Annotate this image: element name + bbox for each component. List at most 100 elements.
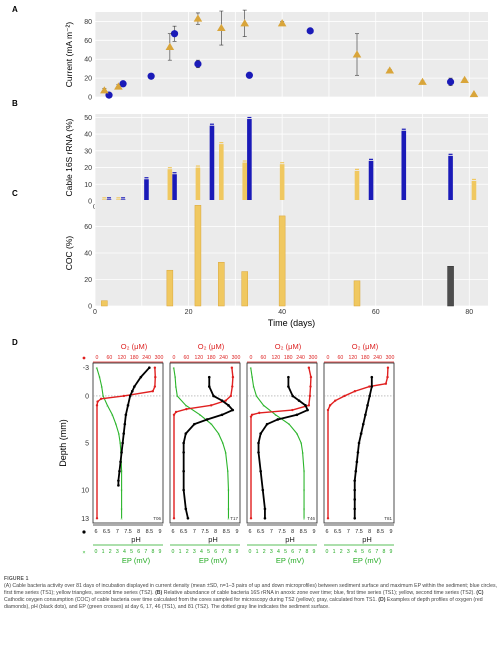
- ph-tick-label: 7.5: [201, 529, 209, 535]
- ph-marker: [287, 385, 290, 388]
- bar: [401, 130, 407, 201]
- ep-marker: ×: [227, 488, 230, 493]
- o2-tick-label: 180: [361, 355, 370, 361]
- y-tick-label: 13: [81, 516, 89, 523]
- caption-part-c-tag: (C): [476, 590, 484, 596]
- ph-marker: [357, 441, 361, 445]
- ph-tick-label: 8.5: [223, 529, 231, 535]
- ph-marker: [353, 488, 357, 492]
- data-point-circle: [147, 72, 155, 80]
- bar: [195, 167, 201, 201]
- ep-marker: ×: [303, 506, 306, 511]
- bar: [448, 155, 453, 201]
- ep-tick-label: 4: [123, 549, 126, 555]
- ep-tick-label: 8: [305, 549, 308, 555]
- data-point-triangle: [193, 14, 203, 22]
- ep-tick-label: 2: [186, 549, 189, 555]
- ep-marker: ×: [119, 441, 122, 446]
- ph-marker: [353, 507, 357, 511]
- ep-tick-label: 9: [313, 549, 316, 555]
- ep-marker: ×: [300, 441, 303, 446]
- ph-marker: [121, 441, 124, 445]
- o2-tick-label: 0: [96, 355, 99, 361]
- ph-axis-title: pH: [362, 535, 372, 544]
- o2-profile-line: [173, 367, 234, 519]
- ph-tick-label: 8: [214, 529, 217, 535]
- ep-tick-label: 1: [179, 549, 182, 555]
- o2-marker: [309, 375, 313, 379]
- ph-tick-label: 8: [137, 529, 140, 535]
- ph-marker: [287, 375, 290, 379]
- ep-marker: ×: [101, 384, 104, 389]
- ph-marker: [263, 516, 267, 520]
- o2-marker: [172, 517, 176, 520]
- ph-marker: [117, 484, 120, 487]
- bar: [194, 205, 202, 307]
- ph-axis-title: pH: [208, 535, 218, 544]
- ph-tick-label: 6: [326, 529, 329, 535]
- o2-marker: [386, 366, 390, 369]
- ph-marker: [182, 469, 185, 473]
- bar: [447, 266, 454, 307]
- ep-marker: ×: [120, 506, 123, 511]
- o2-tick-label: 120: [348, 355, 357, 361]
- ep-tick-label: 5: [284, 549, 287, 555]
- ph-marker: [117, 479, 120, 482]
- ph-axis-title: pH: [285, 535, 295, 544]
- ph-marker: [128, 394, 132, 398]
- ep-tick-label: 3: [116, 549, 119, 555]
- o2-marker: [224, 399, 227, 402]
- subplot-tag: T46: [307, 516, 315, 521]
- ph-tick-label: 7.5: [278, 529, 286, 535]
- o2-tick-label: 300: [386, 355, 395, 361]
- ep-tick-label: 6: [368, 549, 371, 555]
- ep-tick-label: 7: [375, 549, 378, 555]
- caption-part-a: (A) Cable bacteria activity over 81 days…: [4, 583, 498, 596]
- o2-axis-title: O₂ (μM): [275, 342, 302, 351]
- ep-tick-label: 9: [236, 549, 239, 555]
- plot-background: [95, 114, 488, 201]
- ph-marker: [119, 460, 122, 464]
- ep-marker: ×: [262, 403, 265, 408]
- o2-tick-label: 0: [250, 355, 253, 361]
- data-point-triangle: [352, 50, 362, 58]
- x-tick-label: 0: [93, 309, 97, 316]
- ep-marker: ×: [96, 365, 99, 370]
- o2-marker: [229, 394, 233, 398]
- ph-legend-symbol: [82, 530, 86, 534]
- caption-part-d: Examples of depth profiles of oxygen (re…: [4, 597, 483, 610]
- x-tick-label: 60: [372, 309, 380, 316]
- o2-axis-title: O₂ (μM): [352, 342, 379, 351]
- panel-b-label: B: [12, 99, 18, 108]
- subplot-tag: T17: [230, 516, 238, 521]
- o2-tick-label: 60: [338, 355, 344, 361]
- ph-tick-label: 8.5: [300, 529, 308, 535]
- ep-marker: ×: [227, 469, 230, 474]
- ep-tick-label: 7: [144, 549, 147, 555]
- ph-marker: [139, 375, 143, 379]
- o2-tick-label: 60: [107, 355, 113, 361]
- ep-marker: ×: [118, 431, 121, 436]
- bar: [354, 170, 360, 201]
- ep-marker: ×: [199, 412, 202, 417]
- ep-tick-label: 6: [291, 549, 294, 555]
- o2-marker: [231, 375, 235, 379]
- ph-marker: [259, 469, 262, 473]
- o2-marker: [307, 366, 311, 369]
- y-tick-label: 50: [84, 115, 92, 122]
- bar: [278, 215, 286, 307]
- ph-marker: [364, 413, 367, 417]
- ep-tick-label: 0: [172, 549, 175, 555]
- ep-marker: ×: [251, 375, 254, 380]
- plot-background: [95, 12, 488, 97]
- ep-marker: ×: [102, 393, 105, 398]
- data-point-triangle: [165, 42, 175, 50]
- data-point-triangle: [217, 23, 226, 32]
- ph-marker: [265, 422, 269, 426]
- panel-c-label: C: [12, 189, 18, 198]
- ep-marker: ×: [185, 403, 188, 408]
- o2-marker: [326, 517, 330, 520]
- ep-marker: ×: [98, 375, 101, 380]
- ph-marker: [368, 394, 371, 398]
